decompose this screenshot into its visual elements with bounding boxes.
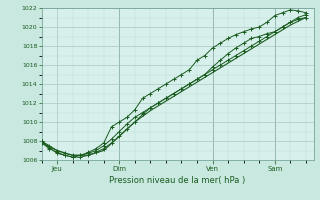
X-axis label: Pression niveau de la mer( hPa ): Pression niveau de la mer( hPa ): [109, 176, 246, 185]
